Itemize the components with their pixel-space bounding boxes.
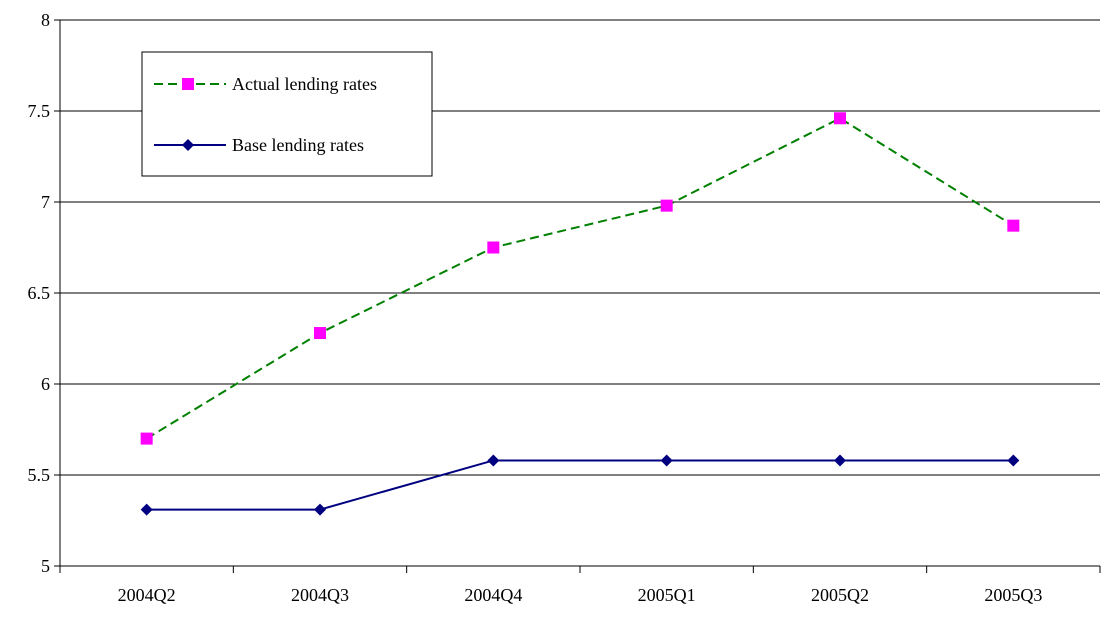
x-tick-label: 2005Q3 <box>984 585 1042 605</box>
x-tick-label: 2005Q2 <box>811 585 869 605</box>
data-point <box>140 503 153 516</box>
x-tick-label: 2004Q3 <box>291 585 349 605</box>
series <box>140 112 1020 516</box>
data-point <box>314 503 326 516</box>
data-point <box>487 241 500 254</box>
series-line <box>146 459 1014 511</box>
data-point <box>834 454 846 467</box>
series-base-lending-rates <box>140 454 1020 516</box>
series-line <box>146 117 1014 440</box>
data-point <box>140 432 153 445</box>
legend: Actual lending rates Base lending rates <box>141 51 433 177</box>
y-tick-label: 6.5 <box>28 283 51 303</box>
data-point <box>1007 454 1020 467</box>
data-point <box>1007 219 1020 232</box>
legend-box <box>141 51 433 177</box>
axes: 5 5.5 6 6.5 7 7.5 8 2004Q2 2004Q3 2004Q4 2005Q1 200… <box>28 10 1101 605</box>
y-tick-label: 5 <box>41 556 50 576</box>
y-tick-label: 8 <box>41 10 50 30</box>
series-actual-lending-rates <box>140 112 1020 445</box>
legend-marker <box>182 139 194 151</box>
y-tick-label: 7.5 <box>28 101 51 121</box>
data-point <box>487 454 500 467</box>
legend-label: Actual lending rates <box>232 74 377 94</box>
data-point <box>314 327 326 340</box>
data-point <box>660 199 673 212</box>
y-tick-label: 7 <box>41 192 50 212</box>
y-tick-label: 6 <box>41 374 50 394</box>
x-tick-label: 2004Q4 <box>464 585 522 605</box>
y-tick-label: 5.5 <box>28 465 51 485</box>
legend-label: Base lending rates <box>232 135 364 155</box>
data-point <box>834 112 846 125</box>
legend-item: Actual lending rates <box>154 74 377 94</box>
legend-item: Base lending rates <box>154 135 364 155</box>
x-tick-label: 2005Q1 <box>638 585 696 605</box>
data-point <box>660 454 673 467</box>
x-tick-label: 2004Q2 <box>118 585 176 605</box>
legend-marker <box>182 78 194 90</box>
